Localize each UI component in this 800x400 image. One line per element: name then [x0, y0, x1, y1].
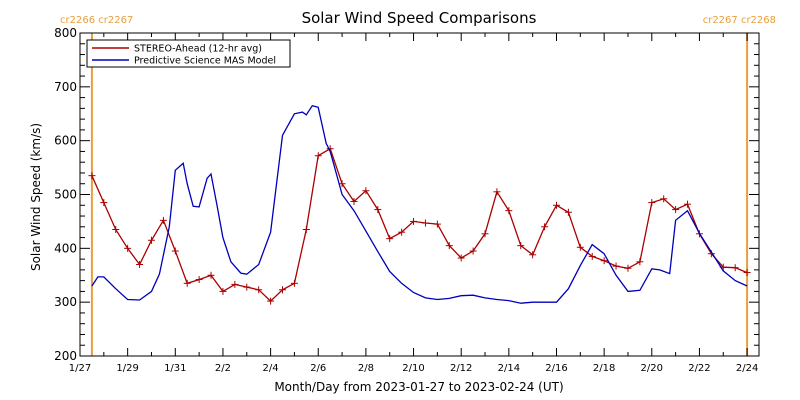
data-point	[88, 172, 96, 180]
x-tick-label: 2/6	[310, 363, 326, 374]
data-point	[433, 220, 441, 228]
y-tick-label: 400	[54, 241, 77, 255]
y-tick-label: 300	[54, 295, 77, 309]
data-point	[350, 197, 358, 205]
x-tick-label: 2/20	[641, 363, 663, 374]
data-point	[410, 217, 418, 225]
data-point	[529, 251, 537, 259]
data-point	[576, 243, 584, 251]
data-point	[743, 269, 751, 277]
data-point	[207, 271, 215, 279]
data-point	[684, 200, 692, 208]
data-point	[469, 247, 477, 255]
x-tick-label: 1/31	[164, 363, 186, 374]
data-point	[279, 286, 287, 294]
data-point	[171, 247, 179, 255]
x-tick-label: 1/27	[69, 363, 91, 374]
y-tick-label: 500	[54, 188, 77, 202]
x-tick-label: 2/2	[215, 363, 231, 374]
data-point	[255, 286, 263, 294]
data-point	[112, 225, 120, 233]
data-point	[302, 225, 310, 233]
data-point	[552, 201, 560, 209]
x-tick-label: 2/16	[545, 363, 567, 374]
x-tick-label: 1/29	[116, 363, 138, 374]
data-point	[386, 235, 394, 243]
data-point	[660, 195, 668, 203]
data-point	[636, 258, 644, 266]
x-tick-label: 2/10	[402, 363, 424, 374]
x-tick-label: 2/18	[593, 363, 615, 374]
data-point	[517, 242, 525, 250]
data-point	[290, 279, 298, 287]
data-point	[362, 187, 370, 195]
data-point	[100, 199, 108, 207]
x-tick-label: 2/8	[358, 363, 374, 374]
y-tick-label: 800	[54, 26, 77, 40]
data-point	[612, 262, 620, 270]
x-tick-label: 2/14	[498, 363, 520, 374]
data-point	[541, 223, 549, 231]
carrington-marker-label: cr2266 cr2267	[60, 15, 133, 26]
carrington-marker-label: cr2267 cr2268	[703, 15, 776, 26]
data-point	[267, 297, 275, 305]
legend-box	[86, 39, 291, 68]
x-tick-label: 2/12	[450, 363, 472, 374]
data-point	[147, 236, 155, 244]
legend-entry: STEREO-Ahead (12-hr avg)	[134, 44, 262, 55]
legend-entry: Predictive Science MAS Model	[134, 56, 276, 67]
data-point	[564, 208, 572, 216]
data-point	[398, 228, 406, 236]
data-point	[481, 230, 489, 238]
x-tick-label: 2/22	[688, 363, 710, 374]
data-point	[243, 283, 251, 291]
data-point	[314, 152, 322, 160]
data-point	[159, 216, 167, 224]
data-point	[231, 280, 239, 288]
y-tick-label: 600	[54, 134, 77, 148]
data-point	[648, 199, 656, 207]
data-point	[195, 276, 203, 284]
data-point	[672, 206, 680, 214]
data-point	[457, 254, 465, 262]
x-tick-label: 2/24	[736, 363, 758, 374]
data-point	[505, 207, 513, 215]
x-tick-label: 2/4	[263, 363, 279, 374]
y-tick-label: 200	[54, 349, 77, 363]
data-point	[136, 260, 144, 268]
series-line-2	[91, 104, 748, 304]
data-point	[219, 287, 227, 295]
series-line-1	[91, 147, 748, 302]
data-point	[374, 206, 382, 214]
data-point	[183, 279, 191, 287]
x-axis-label: Month/Day from 2023-01-27 to 2023-02-24 …	[274, 380, 563, 394]
data-point	[421, 219, 429, 227]
data-point	[493, 188, 501, 196]
data-point	[588, 252, 596, 260]
chart-title: Solar Wind Speed Comparisons	[302, 9, 537, 27]
data-point	[600, 257, 608, 265]
data-point	[445, 242, 453, 250]
y-axis-label: Solar Wind Speed (km/s)	[29, 123, 43, 271]
y-tick-label: 700	[54, 80, 77, 94]
data-point	[124, 244, 132, 252]
data-point	[624, 264, 632, 272]
data-point	[731, 264, 739, 272]
